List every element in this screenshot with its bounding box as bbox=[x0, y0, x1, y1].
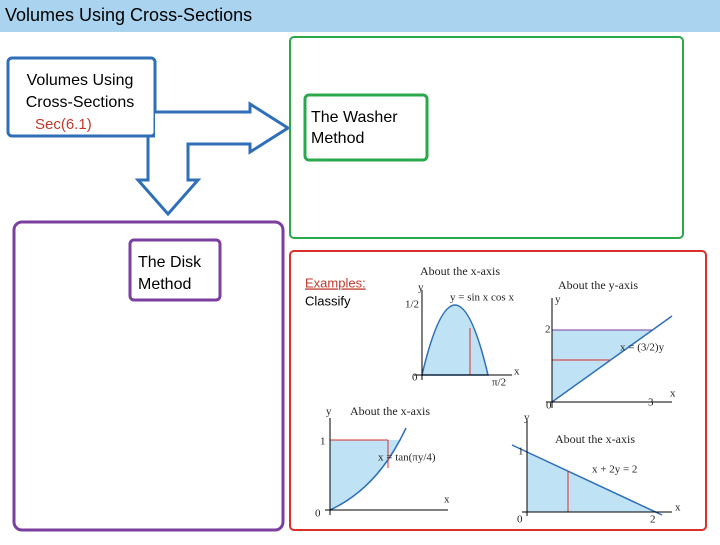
tick-label: 2 bbox=[545, 324, 551, 336]
tick-label: π/2 bbox=[492, 377, 506, 389]
tick-label: 0 bbox=[546, 400, 552, 412]
washer-box bbox=[303, 93, 429, 162]
title-bar bbox=[0, 0, 720, 32]
graph-title: About the x-axis bbox=[350, 404, 430, 418]
slide-title: Volumes Using Cross-Sections bbox=[5, 5, 252, 25]
intro-line: Cross-Sections bbox=[26, 94, 134, 111]
axis-label: y bbox=[524, 412, 530, 424]
axis-label: x bbox=[675, 502, 681, 514]
intro-box bbox=[6, 56, 157, 138]
tick-label: 0 bbox=[412, 372, 418, 384]
region bbox=[421, 304, 489, 376]
disk-label: Method bbox=[138, 276, 191, 293]
axis-label: y bbox=[326, 406, 332, 418]
graph: About the x-axis y 1/2 0 π/2 x y = sin x… bbox=[405, 264, 520, 389]
washer-label: The Washer bbox=[311, 109, 398, 126]
graph-title: About the x-axis bbox=[420, 264, 500, 278]
washer-panel bbox=[289, 36, 684, 239]
examples-text: Classify bbox=[305, 293, 351, 308]
graph: About the x-axis y 1 0 x x = tan(πy/4) bbox=[315, 404, 450, 520]
tick-label: 3 bbox=[648, 397, 654, 409]
examples-panel bbox=[289, 250, 707, 531]
axis-label: x bbox=[514, 366, 520, 378]
region bbox=[330, 440, 400, 510]
tick-label: 1 bbox=[518, 446, 524, 458]
equation: x = tan(πy/4) bbox=[378, 452, 436, 464]
equation: x = (3/2)y bbox=[620, 342, 665, 354]
tick-label: 2 bbox=[650, 514, 656, 526]
equation: y = sin x cos x bbox=[450, 292, 514, 304]
tick-label: 0 bbox=[315, 508, 321, 520]
tick-label: 1/2 bbox=[405, 299, 419, 311]
graph: About the x-axis y 1 0 2 x x + 2y = 2 bbox=[511, 412, 681, 526]
axis-label: y bbox=[555, 294, 561, 306]
axis-label: y bbox=[418, 282, 424, 294]
graph: About the y-axis y 2 0 3 x x = (3/2)y bbox=[545, 278, 676, 412]
washer-label: Method bbox=[311, 130, 364, 147]
tick-label: 1 bbox=[320, 436, 326, 448]
disk-box bbox=[128, 238, 222, 302]
axis-label: x bbox=[670, 388, 676, 400]
curve bbox=[329, 427, 407, 511]
axis-label: x bbox=[444, 494, 450, 506]
arrows bbox=[134, 101, 291, 217]
graph-title: About the y-axis bbox=[558, 278, 638, 292]
disk-label: The Disk bbox=[138, 254, 202, 271]
section: Sec(6.1) bbox=[35, 116, 92, 133]
intro-line: Volumes Using bbox=[27, 72, 134, 89]
curve bbox=[511, 444, 663, 516]
graph-title: About the x-axis bbox=[555, 432, 635, 446]
tick-label: 0 bbox=[517, 514, 523, 526]
equation: x + 2y = 2 bbox=[592, 464, 637, 476]
examples-heading: Examples: bbox=[305, 275, 366, 290]
